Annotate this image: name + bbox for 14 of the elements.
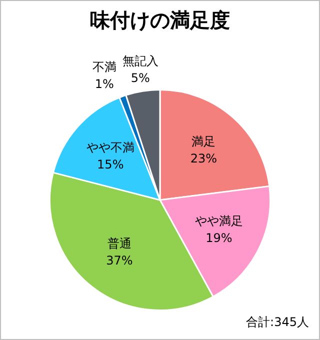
slice-label: やや満足 — [194, 214, 243, 228]
slice-label: 不満 — [92, 60, 116, 74]
data-label: 15% — [97, 157, 124, 172]
data-label: 37% — [106, 253, 133, 268]
data-label: 19% — [206, 231, 232, 246]
slice-label: 満足 — [192, 134, 216, 149]
slice-label: 無記入 — [122, 54, 158, 68]
text: 合計:345人 — [246, 314, 309, 331]
data-label: 5% — [130, 70, 150, 85]
slice-label: やや不満 — [86, 140, 134, 154]
slice-label: 普通 — [107, 236, 132, 250]
data-label: 23% — [190, 152, 218, 166]
chart-title: 味付けの満足度 — [89, 7, 231, 34]
data-label: 1% — [94, 76, 114, 91]
